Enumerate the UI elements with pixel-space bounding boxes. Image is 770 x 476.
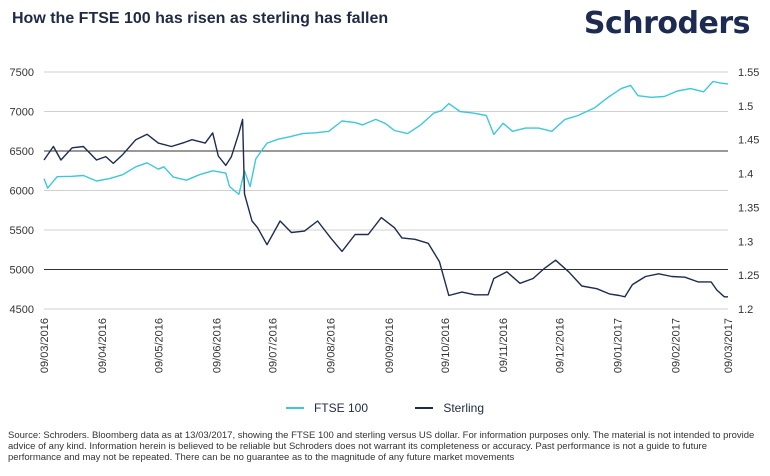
y-left-tick-1: 5000 bbox=[10, 265, 34, 277]
x-tick-0: 09/03/2016 bbox=[39, 318, 51, 373]
x-tick-3: 09/06/2016 bbox=[211, 318, 223, 373]
legend-label-ftse: FTSE 100 bbox=[313, 401, 368, 415]
y-left-tick-5: 7000 bbox=[10, 107, 34, 119]
x-tick-11: 09/02/2017 bbox=[671, 318, 683, 373]
x-tick-9: 09/12/2016 bbox=[554, 318, 566, 373]
y-right-tick-7: 1.55 bbox=[738, 67, 759, 79]
series-layer bbox=[43, 80, 729, 298]
legend-label-sterling: Sterling bbox=[443, 401, 485, 415]
x-tick-12: 09/03/2017 bbox=[723, 318, 735, 373]
y-right-tick-0: 1.2 bbox=[738, 304, 753, 316]
schroders-logo: Schroders bbox=[583, 6, 751, 41]
x-tick-6: 09/09/2016 bbox=[384, 318, 396, 373]
y-left-tick-4: 6500 bbox=[10, 146, 34, 158]
y-right-tick-6: 1.5 bbox=[738, 101, 753, 113]
y-right-tick-2: 1.3 bbox=[738, 236, 753, 248]
source-footnote: Source: Schroders. Bloomberg data as at … bbox=[8, 430, 755, 463]
x-tick-8: 09/11/2016 bbox=[498, 318, 510, 372]
x-tick-7: 09/10/2016 bbox=[440, 318, 452, 373]
y-right-tick-1: 1.25 bbox=[738, 270, 759, 282]
y-left-tick-0: 4500 bbox=[10, 304, 34, 316]
grid-layer bbox=[44, 71, 728, 310]
legend: FTSE 100 Sterling bbox=[0, 398, 770, 415]
y-left-tick-2: 5500 bbox=[10, 225, 34, 237]
series-line-ftse bbox=[43, 80, 729, 196]
legend-item-ftse: FTSE 100 bbox=[285, 401, 368, 415]
y-right-tick-5: 1.45 bbox=[738, 135, 759, 147]
x-tick-5: 09/08/2016 bbox=[326, 318, 338, 373]
tick-labels: 4500 5000 5500 6000 6500 7000 7500 1.2 1.25 1.3 1.… bbox=[10, 67, 760, 373]
x-tick-10: 09/01/2017 bbox=[612, 318, 624, 373]
legend-swatch-sterling bbox=[415, 407, 434, 409]
chart-svg: 4500 5000 5500 6000 6500 7000 7500 1.2 1.25 1.3 1.… bbox=[10, 67, 760, 373]
legend-swatch-ftse bbox=[285, 407, 304, 409]
y-left-tick-6: 7500 bbox=[10, 67, 34, 79]
y-right-tick-4: 1.4 bbox=[738, 169, 753, 181]
chart-title: How the FTSE 100 has risen as sterling h… bbox=[12, 10, 389, 27]
series-line-sterling bbox=[43, 118, 728, 298]
x-tick-2: 09/05/2016 bbox=[153, 318, 165, 373]
y-left-tick-3: 6000 bbox=[10, 186, 34, 198]
legend-item-sterling: Sterling bbox=[415, 401, 484, 415]
x-tick-1: 09/04/2016 bbox=[97, 318, 109, 373]
y-right-tick-3: 1.35 bbox=[738, 202, 759, 214]
x-tick-4: 09/07/2016 bbox=[268, 318, 280, 373]
